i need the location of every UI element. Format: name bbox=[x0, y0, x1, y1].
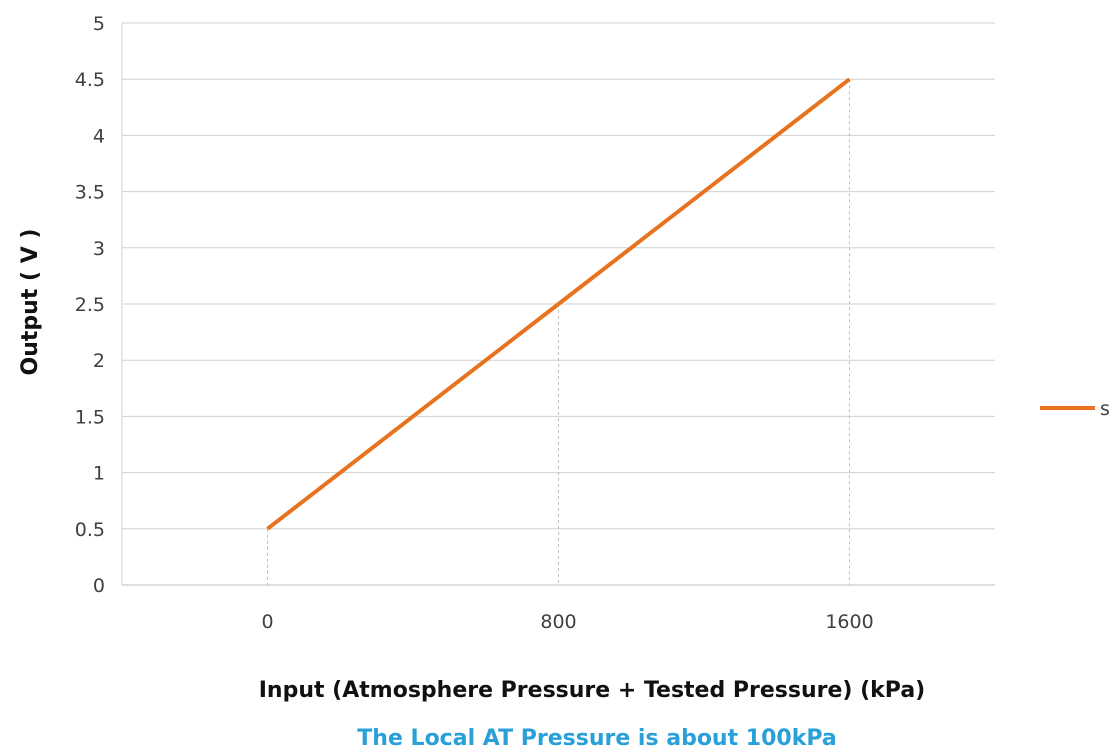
y-tick-label: 3 bbox=[93, 238, 105, 260]
x-tick-labels: 0 800 1600 bbox=[261, 611, 873, 633]
y-tick-labels: 0 0.5 1 1.5 2 2.5 3 3.5 4 4.5 5 bbox=[75, 13, 105, 597]
legend-label: s bbox=[1100, 398, 1110, 420]
y-tick-label: 4.5 bbox=[75, 69, 105, 91]
x-tick-label: 0 bbox=[261, 611, 273, 633]
y-tick-label: 1.5 bbox=[75, 406, 105, 428]
y-tick-label: 4 bbox=[93, 125, 105, 147]
y-tick-label: 0 bbox=[93, 575, 105, 597]
y-axis-title: Output ( V ) bbox=[18, 229, 43, 376]
drop-lines bbox=[267, 79, 850, 585]
x-tick-label: 1600 bbox=[825, 611, 873, 633]
x-axis-title: Input (Atmosphere Pressure + Tested Pres… bbox=[259, 678, 926, 703]
y-tick-label: 3.5 bbox=[75, 182, 105, 204]
y-tick-label: 2 bbox=[93, 350, 105, 372]
y-tick-label: 2.5 bbox=[75, 294, 105, 316]
series-layer bbox=[266, 77, 851, 531]
x-tick-label: 800 bbox=[540, 611, 576, 633]
y-tick-label: 5 bbox=[93, 13, 105, 35]
series-line bbox=[266, 77, 851, 531]
legend: s bbox=[1040, 398, 1110, 420]
local-pressure-note: The Local AT Pressure is about 100kPa bbox=[357, 726, 836, 751]
y-tick-label: 0.5 bbox=[75, 519, 105, 541]
y-tick-label: 1 bbox=[93, 463, 105, 485]
